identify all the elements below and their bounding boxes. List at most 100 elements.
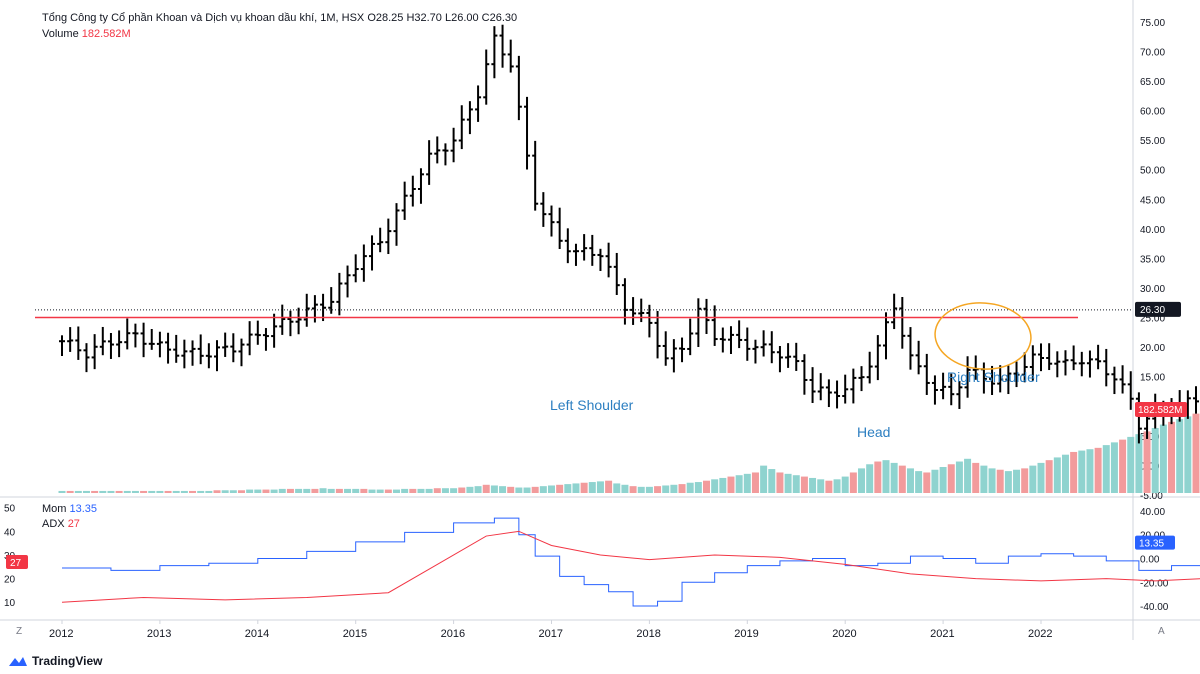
mom-tick-label: -20.00 xyxy=(1140,578,1169,589)
volume-bar xyxy=(711,479,719,493)
price-bar xyxy=(1078,351,1085,377)
price-bar xyxy=(630,297,637,325)
volume-bar xyxy=(1037,462,1045,493)
volume-bar xyxy=(131,490,139,493)
price-bar xyxy=(744,327,751,361)
volume-bar xyxy=(352,488,360,493)
price-bar xyxy=(760,330,767,357)
volume-bar xyxy=(866,464,874,493)
price-bar xyxy=(254,320,261,345)
price-bar xyxy=(238,338,245,367)
price-bar xyxy=(107,332,114,359)
tradingview-logo[interactable]: TradingView xyxy=(8,654,102,668)
price-bar xyxy=(1005,365,1012,395)
volume-bar xyxy=(1127,436,1135,493)
volume-bar xyxy=(66,490,74,493)
volume-bar xyxy=(433,488,441,493)
price-tick-label: 45.00 xyxy=(1140,195,1165,206)
volume-bar xyxy=(800,476,808,493)
volume-bar xyxy=(833,479,841,493)
mom-tick-label: -40.00 xyxy=(1140,602,1169,613)
volume-label[interactable]: Volume xyxy=(42,28,79,40)
price-bar xyxy=(915,340,922,375)
price-bar xyxy=(466,101,473,135)
volume-bar xyxy=(768,469,776,493)
volume-bar xyxy=(548,485,555,493)
volume-bar xyxy=(401,488,409,493)
price-bar xyxy=(687,318,694,356)
volume-bar xyxy=(1119,439,1127,493)
volume-bar xyxy=(539,486,547,493)
volume-bar xyxy=(140,490,148,493)
price-bar xyxy=(801,354,808,395)
auto-scale-toggle[interactable]: A xyxy=(1158,626,1165,637)
volume-bar xyxy=(91,490,99,493)
volume-bar xyxy=(148,490,156,493)
volume-badge-text: 182.582M xyxy=(1138,405,1182,416)
price-bar xyxy=(1062,350,1069,376)
price-bar xyxy=(785,343,792,368)
volume-bar xyxy=(996,469,1004,493)
price-bar xyxy=(540,192,547,227)
price-bar xyxy=(1029,345,1036,382)
volume-bar xyxy=(115,490,123,493)
price-bar xyxy=(507,39,514,73)
price-bar xyxy=(1054,351,1061,378)
price-bar xyxy=(776,345,783,373)
volume-bar xyxy=(1086,449,1094,493)
volume-bar xyxy=(1078,450,1086,493)
price-bar xyxy=(817,373,824,401)
adx-tick-label: 50 xyxy=(4,504,16,515)
price-bar xyxy=(1103,348,1110,387)
volume-bar xyxy=(621,484,629,493)
price-bar xyxy=(287,310,294,337)
volume-bar xyxy=(686,482,694,493)
price-bar xyxy=(295,307,302,335)
price-bar xyxy=(279,304,286,335)
price-tick-label: 15.00 xyxy=(1140,373,1165,384)
price-bar xyxy=(1135,392,1142,444)
price-tick-label: 40.00 xyxy=(1140,225,1165,236)
price-bar xyxy=(997,365,1004,393)
volume-bar xyxy=(629,486,637,493)
price-bar xyxy=(124,318,131,350)
volume-bar xyxy=(278,488,286,493)
price-bar xyxy=(727,326,734,355)
time-tick-label: 2012 xyxy=(49,628,73,640)
adx-badge-bg xyxy=(6,555,28,570)
timezone-toggle[interactable]: Z xyxy=(16,626,23,637)
price-bar xyxy=(670,339,677,373)
price-bar xyxy=(899,297,906,349)
adx-tick-label: 10 xyxy=(4,598,16,609)
price-bar xyxy=(83,343,90,373)
price-bar xyxy=(613,252,620,295)
volume-bar xyxy=(955,461,963,493)
price-bar xyxy=(654,310,661,359)
price-bar xyxy=(116,330,123,358)
time-tick-label: 2015 xyxy=(343,628,367,640)
price-bar xyxy=(1111,366,1118,395)
adx-tick-label: 20 xyxy=(4,575,16,586)
volume-bar xyxy=(596,481,604,493)
volume-bar xyxy=(458,487,466,493)
volume-bar xyxy=(678,484,686,493)
price-bar xyxy=(825,379,832,408)
volume-bar xyxy=(499,486,507,493)
volume-bar xyxy=(931,469,939,493)
adx-label[interactable]: ADX xyxy=(42,518,65,530)
price-bar xyxy=(940,372,947,400)
mom-label[interactable]: Mom xyxy=(42,503,67,515)
volume-bar xyxy=(613,483,621,493)
price-bar xyxy=(230,333,237,363)
volume-bar xyxy=(507,486,515,493)
volume-bar xyxy=(205,490,213,493)
price-bar xyxy=(874,335,881,381)
price-bar xyxy=(369,235,376,271)
price-tick-label: 20.00 xyxy=(1140,343,1165,354)
price-bar xyxy=(336,272,343,316)
symbol-title[interactable]: Tổng Công ty Cổ phần Khoan và Dịch vụ kh… xyxy=(42,12,365,24)
volume-bar xyxy=(906,468,914,493)
volume-bar xyxy=(874,461,882,493)
ohlc-values: O28.25 H32.70 L26.00 C26.30 xyxy=(367,12,518,24)
